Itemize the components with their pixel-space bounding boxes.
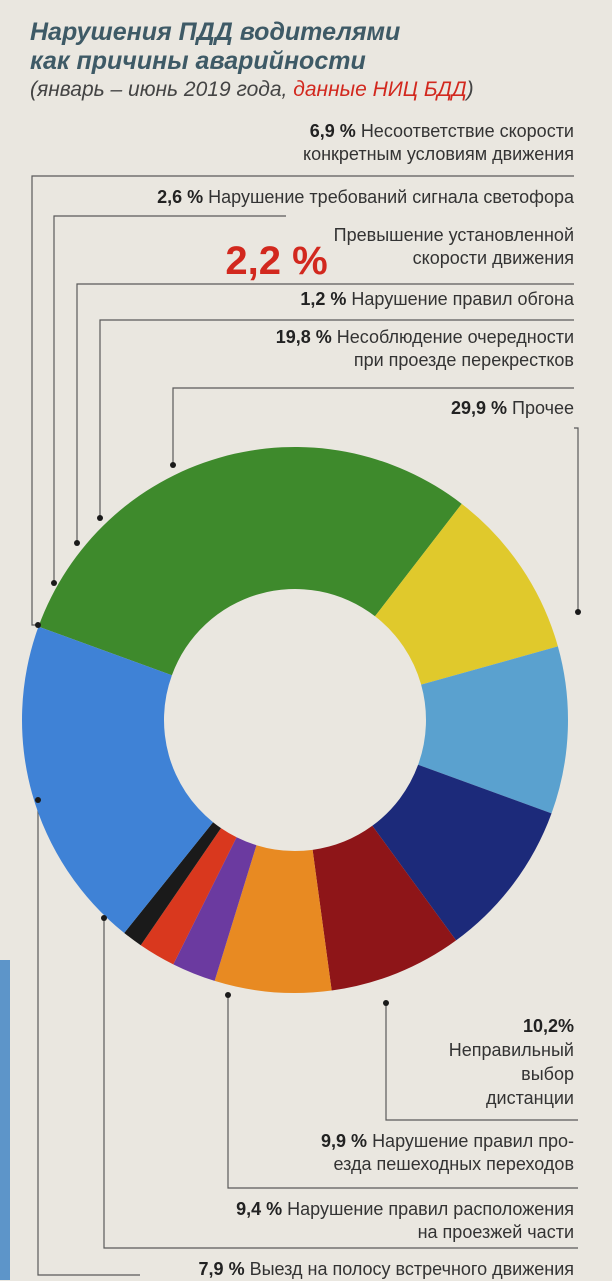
label-overtaking-text: Нарушение правил обгона	[351, 289, 574, 309]
leader-dots	[35, 462, 581, 1006]
leader-dot-4	[170, 462, 176, 468]
label-other-pct: 29,9 %	[450, 398, 508, 418]
leader-dot-3	[97, 515, 103, 521]
label-oncoming-pct: 7,9 %	[198, 1259, 245, 1279]
leader-dot-2	[74, 540, 80, 546]
leader-line-6	[385, 1003, 578, 1121]
donut-slice-8	[124, 822, 221, 946]
leader-dot-0	[35, 622, 41, 628]
label-overtaking-pct: 1,2 %	[300, 289, 347, 309]
donut-slice-1	[375, 503, 558, 685]
leader-line-7	[227, 995, 578, 1189]
label-crossings-pct: 9,9 %	[321, 1131, 368, 1151]
label-lane-position-text-b: на проезжей части	[417, 1222, 574, 1242]
leader-line-3	[99, 319, 574, 518]
donut-slice-6	[173, 837, 257, 981]
donut-slices	[21, 446, 569, 993]
label-distance: 10,2% Неправильный выбор дистанции	[449, 1014, 574, 1110]
label-other-text: Прочее	[512, 398, 574, 418]
label-crossings-text-b: езда пешеходных переходов	[333, 1154, 574, 1174]
label-intersections: 19,8 % Несоблюдение очередности при прое…	[276, 326, 574, 372]
donut-slice-0	[38, 446, 462, 676]
label-traffic-light-text: Нарушение требований сигнала светофора	[208, 187, 574, 207]
label-distance-text-c: дистанции	[486, 1088, 574, 1108]
leader-dot-8	[101, 915, 107, 921]
leader-dot-9	[35, 797, 41, 803]
leader-line-2	[76, 283, 574, 543]
label-overtaking: 1,2 % Нарушение правил обгона	[300, 288, 574, 311]
label-speed-conditions-text-a: Несоответствие скорости	[360, 121, 574, 141]
label-traffic-light-pct: 2,6 %	[157, 187, 204, 207]
label-speed-conditions-text-b: конкретным условиям движения	[303, 144, 574, 164]
subtitle-suffix: )	[466, 78, 474, 101]
label-speeding-text-b: скорости движения	[412, 248, 574, 268]
label-intersections-text-b: при проезде перекрестков	[353, 350, 574, 370]
page-edge-strip	[0, 960, 10, 1280]
donut-slice-7	[140, 828, 237, 965]
leader-dot-5	[575, 609, 581, 615]
subtitle-source: данные НИЦ БДД	[293, 78, 467, 101]
label-oncoming-text: Выезд на полосу встречного движения	[249, 1259, 574, 1279]
label-distance-text-a: Неправильный	[448, 1040, 574, 1060]
leader-line-8	[103, 918, 578, 1249]
chart-title: Нарушения ПДД водителями как причины ава…	[30, 18, 400, 76]
label-intersections-text-a: Несоблюдение очередности	[336, 327, 574, 347]
donut-slice-5	[214, 845, 332, 993]
label-intersections-pct: 19,8 %	[275, 327, 332, 347]
label-lane-position-pct: 9,4 %	[236, 1199, 283, 1219]
leader-dot-7	[225, 992, 231, 998]
leader-line-4	[172, 387, 574, 465]
label-other: 29,9 % Прочее	[451, 397, 574, 420]
label-crossings-text-a: Нарушение правил про-	[372, 1131, 574, 1151]
donut-slice-2	[418, 646, 569, 814]
label-speeding-pct: 2,2 %	[225, 239, 328, 283]
label-lane-position-text-a: Нарушение правил расположения	[287, 1199, 574, 1219]
leader-line-9	[37, 800, 140, 1276]
leader-dot-1	[51, 580, 57, 586]
label-speeding-text-a: Превышение установленной	[333, 225, 574, 245]
label-oncoming: 7,9 % Выезд на полосу встречного движени…	[199, 1258, 574, 1281]
donut-slice-3	[372, 764, 552, 941]
leader-dot-6	[383, 1000, 389, 1006]
label-distance-pct: 10,2%	[522, 1016, 574, 1036]
label-distance-text-b: выбор	[521, 1064, 574, 1084]
leader-line-5	[574, 427, 579, 612]
subtitle-prefix: (январь – июнь 2019 года,	[30, 78, 294, 101]
label-crossings: 9,9 % Нарушение правил про- езда пешеход…	[321, 1130, 574, 1176]
donut-slice-4	[312, 825, 457, 991]
label-speeding: 2,2 %Превышение установленной скорости дв…	[225, 224, 574, 281]
donut-slice-9	[21, 626, 214, 933]
label-speed-conditions-pct: 6,9 %	[309, 121, 356, 141]
title-line-1: Нарушения ПДД водителями	[30, 18, 401, 46]
label-lane-position: 9,4 % Нарушение правил расположения на п…	[236, 1198, 574, 1244]
leader-line-1	[53, 215, 286, 583]
label-speed-conditions: 6,9 % Несоответствие скорости конкретным…	[303, 120, 574, 166]
label-traffic-light: 2,6 % Нарушение требований сигнала свето…	[157, 186, 574, 209]
chart-subtitle: (январь – июнь 2019 года, данные НИЦ БДД…	[30, 78, 474, 102]
title-line-2: как причины аварийности	[30, 47, 366, 75]
